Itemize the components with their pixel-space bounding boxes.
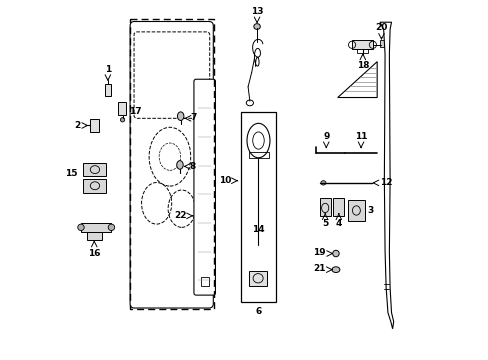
Bar: [379, 40, 386, 47]
Ellipse shape: [176, 161, 183, 169]
Ellipse shape: [177, 112, 183, 121]
Ellipse shape: [331, 267, 339, 273]
FancyBboxPatch shape: [194, 79, 215, 295]
Bar: [241, 112, 276, 302]
Text: 16: 16: [88, 249, 101, 258]
Polygon shape: [379, 22, 393, 329]
Ellipse shape: [332, 250, 339, 257]
Bar: [348, 200, 364, 221]
Text: 9: 9: [323, 132, 329, 141]
Polygon shape: [337, 62, 376, 98]
Text: 6: 6: [255, 307, 261, 316]
Ellipse shape: [108, 224, 115, 230]
Text: 12: 12: [379, 178, 392, 187]
Bar: [83, 163, 106, 176]
Bar: [90, 119, 99, 132]
Bar: [86, 232, 102, 240]
Bar: [81, 223, 110, 232]
Ellipse shape: [253, 24, 260, 30]
Bar: [248, 271, 267, 286]
Text: 20: 20: [374, 23, 387, 32]
Bar: [333, 198, 344, 216]
Text: 19: 19: [313, 248, 325, 257]
Text: 17: 17: [129, 107, 142, 116]
Ellipse shape: [320, 181, 325, 185]
Text: 15: 15: [65, 169, 78, 178]
Text: 13: 13: [250, 7, 263, 16]
Bar: [357, 49, 367, 53]
Bar: [248, 152, 268, 158]
Text: 21: 21: [313, 265, 325, 274]
Bar: [104, 84, 111, 96]
Text: 1: 1: [104, 65, 111, 74]
Text: 5: 5: [322, 220, 327, 229]
Text: 7: 7: [190, 113, 196, 122]
Text: 18: 18: [356, 61, 368, 70]
Bar: [118, 102, 126, 116]
Bar: [201, 277, 208, 286]
Ellipse shape: [78, 224, 84, 230]
Text: 11: 11: [354, 132, 366, 141]
Text: 8: 8: [190, 162, 196, 171]
Ellipse shape: [120, 118, 124, 122]
Bar: [351, 40, 372, 49]
Text: 22: 22: [174, 211, 187, 220]
Text: 2: 2: [74, 121, 80, 130]
Text: 3: 3: [366, 206, 373, 215]
Bar: [319, 198, 330, 216]
Bar: [83, 179, 106, 193]
Text: 4: 4: [335, 220, 341, 229]
Text: 14: 14: [252, 225, 264, 234]
Text: 10: 10: [219, 176, 231, 185]
